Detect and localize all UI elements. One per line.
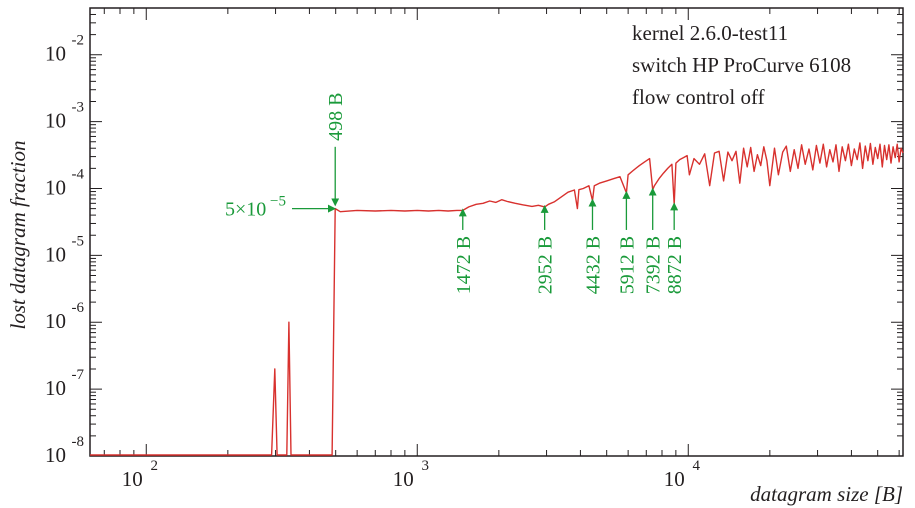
value-label: 5×10 (225, 199, 266, 221)
plot-frame (89, 7, 904, 457)
y-tick-label: 10 (45, 242, 66, 266)
y-tick-label: 10 (45, 309, 66, 333)
x-axis-title: datagram size [B] (750, 482, 903, 506)
size-marker-label: 7392 B (643, 236, 665, 294)
y-tick-exponent: -8 (72, 434, 85, 450)
y-tick-exponent: -6 (72, 300, 85, 316)
y-axis-title: lost datagram fraction (6, 140, 30, 329)
y-tick-label: 10 (45, 175, 66, 199)
series-group (90, 142, 904, 456)
info-line: switch HP ProCurve 6108 (632, 53, 851, 77)
tick-labels: 10210310410-810-710-610-510-410-310-210-… (45, 33, 701, 491)
x-tick-label: 10 (393, 467, 414, 491)
value-label-exponent: −5 (270, 194, 286, 210)
info-line: flow control off (632, 85, 765, 109)
size-marker-label: 8872 B (664, 236, 686, 294)
y-tick-label: 10 (45, 109, 66, 133)
x-tick-exponent: 4 (693, 458, 701, 474)
size-marker-label: 1472 B (453, 236, 475, 294)
x-tick-exponent: 3 (422, 458, 430, 474)
x-tick-exponent: 2 (151, 458, 159, 474)
y-tick-exponent: -7 (72, 367, 85, 383)
y-tick-label: 10 (45, 376, 66, 400)
y-tick-exponent: -3 (72, 100, 85, 116)
size-marker-label: 498 B (325, 92, 347, 140)
y-tick-exponent: -5 (72, 233, 85, 249)
y-tick-label: 10 (45, 443, 66, 467)
y-tick-label: 10 (45, 42, 66, 66)
size-marker-label: 4432 B (582, 236, 604, 294)
size-marker-label: 5912 B (616, 236, 638, 294)
y-tick-exponent: -2 (72, 33, 85, 49)
annotations: 5×10 −5 498 B 1472 B 2952 B 4432 B 5912 B 7392 … (225, 92, 686, 294)
info-line: kernel 2.6.0-test11 (632, 21, 788, 45)
x-tick-label: 10 (664, 467, 685, 491)
axis-ticks (90, 7, 903, 457)
y-tick-exponent: -4 (72, 166, 85, 182)
size-marker-label: 2952 B (535, 236, 557, 294)
info-box: kernel 2.6.0-test11 switch HP ProCurve 6… (632, 21, 851, 109)
data-series-line (90, 142, 904, 456)
x-tick-label: 10 (122, 467, 143, 491)
